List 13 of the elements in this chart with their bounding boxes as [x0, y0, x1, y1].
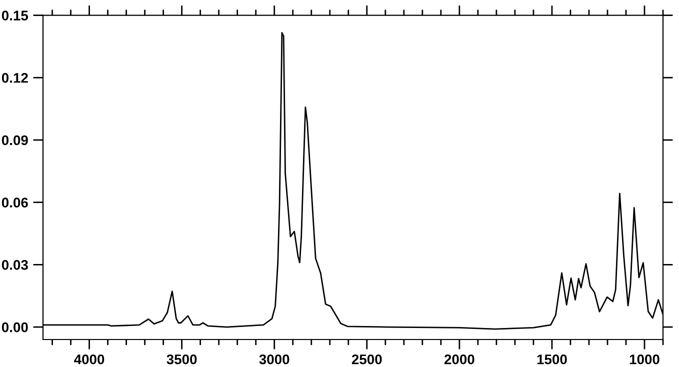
x-tick-label: 2000 [444, 354, 474, 364]
x-tick-label: 1500 [537, 354, 567, 364]
y-tick-label: 0.09 [2, 135, 28, 146]
y-tick-label: 0.00 [2, 322, 28, 332]
y-tick-label: 0.03 [2, 260, 28, 270]
x-tick-label: 4000 [74, 354, 104, 364]
y-tick-label: 0.06 [2, 198, 28, 208]
x-tick-label: 3000 [259, 354, 290, 364]
x-tick-label: 2500 [352, 354, 382, 364]
y-tick-label: 0.15 [2, 10, 28, 20]
x-tick-label: 1000 [630, 354, 660, 364]
x-tick-label: 3500 [166, 354, 197, 364]
y-tick-label: 0.12 [2, 72, 28, 83]
